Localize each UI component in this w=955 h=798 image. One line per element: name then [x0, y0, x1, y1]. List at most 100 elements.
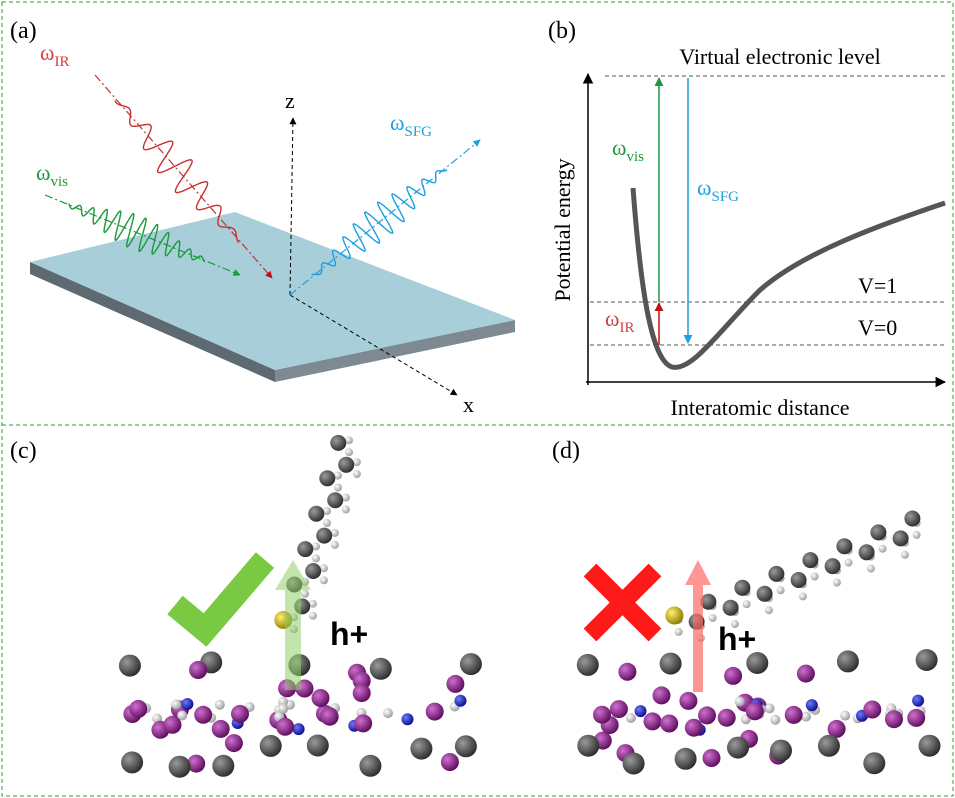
transition-label: ωvis — [612, 135, 644, 165]
atom — [359, 755, 381, 777]
atom — [723, 600, 739, 616]
panel-c: (c) h+ — [10, 435, 482, 778]
atom — [757, 586, 773, 602]
atom — [660, 653, 682, 675]
atom — [410, 738, 432, 760]
panel-d: (d) h+ — [552, 438, 941, 775]
level-label: V=0 — [858, 315, 897, 340]
atom — [293, 723, 305, 735]
beam-label: ωIR — [40, 40, 69, 70]
atom — [119, 655, 141, 677]
atom — [460, 653, 482, 675]
beam-label: ωvis — [36, 160, 68, 190]
panel-label: (c) — [10, 438, 37, 464]
atom — [768, 566, 784, 582]
atom — [345, 448, 353, 456]
atom — [354, 714, 372, 732]
atom — [370, 658, 392, 680]
subscript: vis — [50, 174, 68, 190]
atom — [402, 713, 414, 725]
level-label: V=1 — [858, 273, 897, 298]
check-mark — [175, 560, 265, 630]
atom — [129, 700, 147, 718]
page: (a) z x ωIR ωvis ωSFG (b) Virtual electr… — [0, 0, 955, 798]
panel-a: (a) z x ωIR ωvis ωSFG — [10, 18, 515, 417]
atom — [309, 612, 317, 620]
atom — [653, 686, 671, 704]
figure: (a) z x ωIR ωvis ωSFG (b) Virtual electr… — [0, 0, 955, 798]
atom — [698, 706, 716, 724]
charge-label: h+ — [718, 621, 756, 657]
atom — [879, 545, 887, 553]
molecule — [577, 511, 941, 775]
subscript: SFG — [404, 124, 432, 140]
transition-label: ωIR — [605, 306, 634, 336]
atom — [171, 700, 181, 710]
atom — [330, 435, 346, 451]
atom — [825, 558, 841, 574]
subscript: vis — [626, 149, 644, 165]
atom — [913, 531, 921, 539]
atom — [644, 712, 662, 730]
atom — [231, 705, 249, 723]
atom — [320, 576, 328, 584]
atom — [618, 663, 636, 681]
axis-label: x — [463, 392, 474, 417]
atom — [577, 654, 599, 676]
atom — [770, 740, 792, 762]
atom — [194, 706, 212, 724]
atom — [907, 709, 925, 727]
atom — [353, 684, 371, 702]
atom — [765, 606, 773, 614]
atom — [225, 734, 243, 752]
transition-label: ωSFG — [697, 175, 739, 205]
atom — [321, 708, 339, 726]
panel-label: (d) — [552, 438, 580, 464]
atom — [212, 720, 230, 738]
atom — [863, 701, 881, 719]
atom — [441, 753, 459, 771]
symbol: ω — [36, 160, 50, 185]
atom — [685, 719, 703, 737]
atom — [455, 735, 477, 757]
atom — [316, 528, 332, 544]
axis-title: Interatomic distance — [671, 395, 850, 420]
atom — [901, 551, 909, 559]
atom — [797, 665, 815, 683]
symbol: ω — [612, 135, 626, 160]
atom — [610, 700, 628, 718]
panel-label: (b) — [548, 18, 576, 44]
atom — [912, 695, 924, 707]
atom — [312, 689, 330, 707]
atom — [353, 470, 361, 478]
atom — [806, 699, 818, 711]
atom — [718, 709, 736, 727]
atom — [919, 735, 941, 757]
atom — [260, 735, 282, 757]
atom — [660, 715, 678, 733]
atom — [383, 708, 393, 718]
atom — [703, 749, 721, 767]
atom — [312, 554, 320, 562]
atom — [577, 735, 599, 757]
atom — [724, 667, 742, 685]
atom — [845, 559, 853, 567]
atom — [455, 695, 467, 707]
atom — [278, 704, 288, 714]
atom — [770, 715, 780, 725]
panel-label: (a) — [10, 18, 37, 44]
atom — [342, 506, 350, 514]
atom — [623, 753, 645, 775]
atom — [802, 552, 818, 568]
atom — [169, 756, 191, 778]
atom — [665, 607, 683, 625]
symbol: ω — [390, 110, 404, 135]
atom — [727, 737, 749, 759]
atom — [276, 718, 294, 736]
charge-arrow — [685, 560, 711, 692]
atom — [307, 735, 329, 757]
atom — [818, 735, 840, 757]
atom — [867, 565, 875, 573]
atom — [426, 703, 444, 721]
atom — [297, 541, 313, 557]
